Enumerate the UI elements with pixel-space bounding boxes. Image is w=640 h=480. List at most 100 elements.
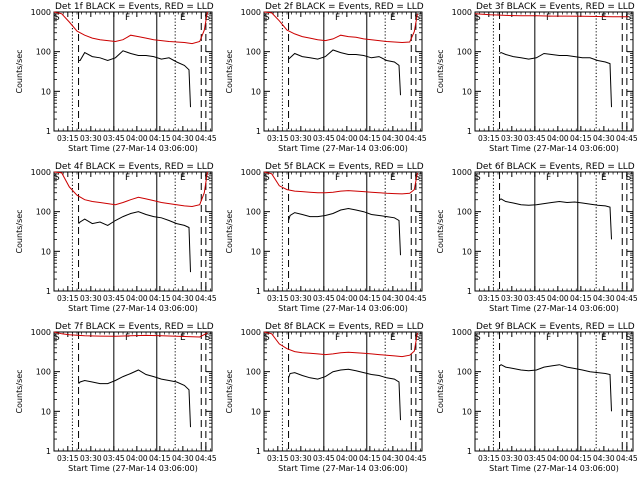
panel-title: Det 3f BLACK = Events, RED = LLD (476, 2, 635, 12)
x-tick-label: 04:00 (336, 134, 358, 143)
panel-title: Det 6f BLACK = Events, RED = LLD (476, 162, 635, 172)
x-tick-label: 03:15 (478, 454, 500, 463)
x-axis-label: Start Time (27-Mar-14 03:06:00) (489, 464, 619, 473)
lld-series-line (263, 331, 418, 358)
phase-marker: F (546, 173, 551, 183)
panel-6: Det 6f BLACK = Events, RED = LLD 1 10 100 10… (436, 162, 638, 313)
y-tick-label: 1 (46, 287, 51, 296)
x-tick-label: 03:45 (103, 454, 125, 463)
x-tick-label: 04:15 (359, 294, 381, 303)
x-axis-label: Start Time (27-Mar-14 03:06:00) (68, 304, 198, 313)
x-axis-label: Start Time (27-Mar-14 03:06:00) (68, 464, 198, 473)
plot-frame (263, 11, 423, 132)
x-tick-label: 03:15 (478, 134, 500, 143)
x-tick-label: 04:00 (126, 134, 148, 143)
phase-marker: F (125, 13, 130, 23)
x-tick-label: 04:15 (570, 294, 592, 303)
phase-marker: F (125, 333, 130, 343)
x-tick-label: 04:45 (195, 134, 217, 143)
plot-frame (474, 331, 634, 452)
y-tick-label: 100 (36, 368, 51, 377)
panel-title: Det 7f BLACK = Events, RED = LLD (55, 322, 214, 332)
plot-frame (53, 11, 213, 132)
phase-marker: S (626, 173, 632, 183)
y-tick-label: 1 (46, 127, 51, 136)
y-tick-label: 100 (457, 208, 472, 217)
phase-marker: E (390, 173, 396, 183)
phase-marker: S (475, 333, 481, 343)
phase-marker: S (415, 333, 421, 343)
phase-marker: F (335, 13, 340, 23)
lld-series-line (263, 171, 418, 195)
lld-series-line (474, 13, 629, 18)
plot-frame (474, 11, 634, 132)
phase-marker: F (546, 333, 551, 343)
y-axis-label: Counts/sec (15, 49, 24, 93)
y-tick-label: 1 (46, 447, 51, 456)
phase-marker: S (54, 173, 60, 183)
phase-marker: S (415, 13, 421, 23)
phase-marker: S (415, 173, 421, 183)
x-tick-label: 03:30 (290, 134, 312, 143)
x-tick-label: 03:45 (524, 454, 546, 463)
x-tick-label: 03:45 (524, 294, 546, 303)
panel-title: Det 5f BLACK = Events, RED = LLD (265, 162, 424, 172)
phase-marker: S (54, 333, 60, 343)
x-tick-label: 04:15 (359, 134, 381, 143)
x-tick-label: 04:45 (616, 134, 638, 143)
events-series-line (288, 368, 401, 421)
y-tick-label: 100 (457, 368, 472, 377)
x-axis-label: Start Time (27-Mar-14 03:06:00) (278, 304, 408, 313)
y-tick-label: 1 (256, 127, 261, 136)
panel-3: Det 3f BLACK = Events, RED = LLD 1 10 100 10… (436, 2, 638, 153)
x-tick-label: 03:15 (267, 134, 289, 143)
y-tick-label: 10 (251, 247, 261, 256)
x-tick-label: 04:30 (382, 294, 404, 303)
y-axis-label: Counts/sec (225, 369, 234, 413)
x-tick-label: 04:30 (382, 134, 404, 143)
plot-frame (263, 331, 423, 452)
x-tick-label: 04:30 (593, 454, 615, 463)
x-tick-label: 04:15 (149, 134, 171, 143)
x-tick-label: 04:30 (172, 454, 194, 463)
y-tick-label: 10 (251, 407, 261, 416)
y-axis-label: Counts/sec (436, 209, 445, 253)
x-tick-label: 04:00 (547, 134, 569, 143)
phase-marker: E (180, 13, 186, 23)
phase-marker: F (335, 173, 340, 183)
y-tick-label: 100 (246, 368, 261, 377)
y-tick-label: 1000 (452, 328, 472, 337)
x-tick-label: 04:00 (547, 294, 569, 303)
x-tick-label: 04:30 (593, 134, 615, 143)
y-tick-label: 10 (462, 247, 472, 256)
y-tick-label: 10 (41, 87, 51, 96)
plot-frame (53, 171, 213, 292)
phase-marker: E (180, 333, 186, 343)
y-tick-label: 1000 (31, 168, 51, 177)
y-tick-label: 1 (467, 287, 472, 296)
plot-frame (263, 171, 423, 292)
panel-1: Det 1f BLACK = Events, RED = LLD 1 10 100 10… (15, 2, 217, 153)
phase-marker: S (54, 13, 60, 23)
x-tick-label: 04:45 (616, 294, 638, 303)
y-tick-label: 10 (41, 247, 51, 256)
x-tick-label: 04:15 (149, 294, 171, 303)
y-tick-label: 1 (467, 127, 472, 136)
phase-marker: S (264, 13, 270, 23)
y-axis-label: Counts/sec (15, 369, 24, 413)
y-tick-label: 1000 (31, 8, 51, 17)
x-tick-label: 04:00 (336, 454, 358, 463)
y-tick-label: 1 (467, 447, 472, 456)
phase-marker: S (205, 333, 211, 343)
y-tick-label: 1000 (452, 168, 472, 177)
phase-marker: S (626, 13, 632, 23)
x-tick-label: 03:15 (57, 294, 79, 303)
x-tick-label: 04:30 (382, 454, 404, 463)
y-tick-label: 100 (36, 208, 51, 217)
y-tick-label: 1000 (452, 8, 472, 17)
x-tick-label: 03:30 (80, 294, 102, 303)
x-tick-label: 04:00 (336, 294, 358, 303)
y-tick-label: 10 (251, 87, 261, 96)
x-tick-label: 03:15 (267, 454, 289, 463)
